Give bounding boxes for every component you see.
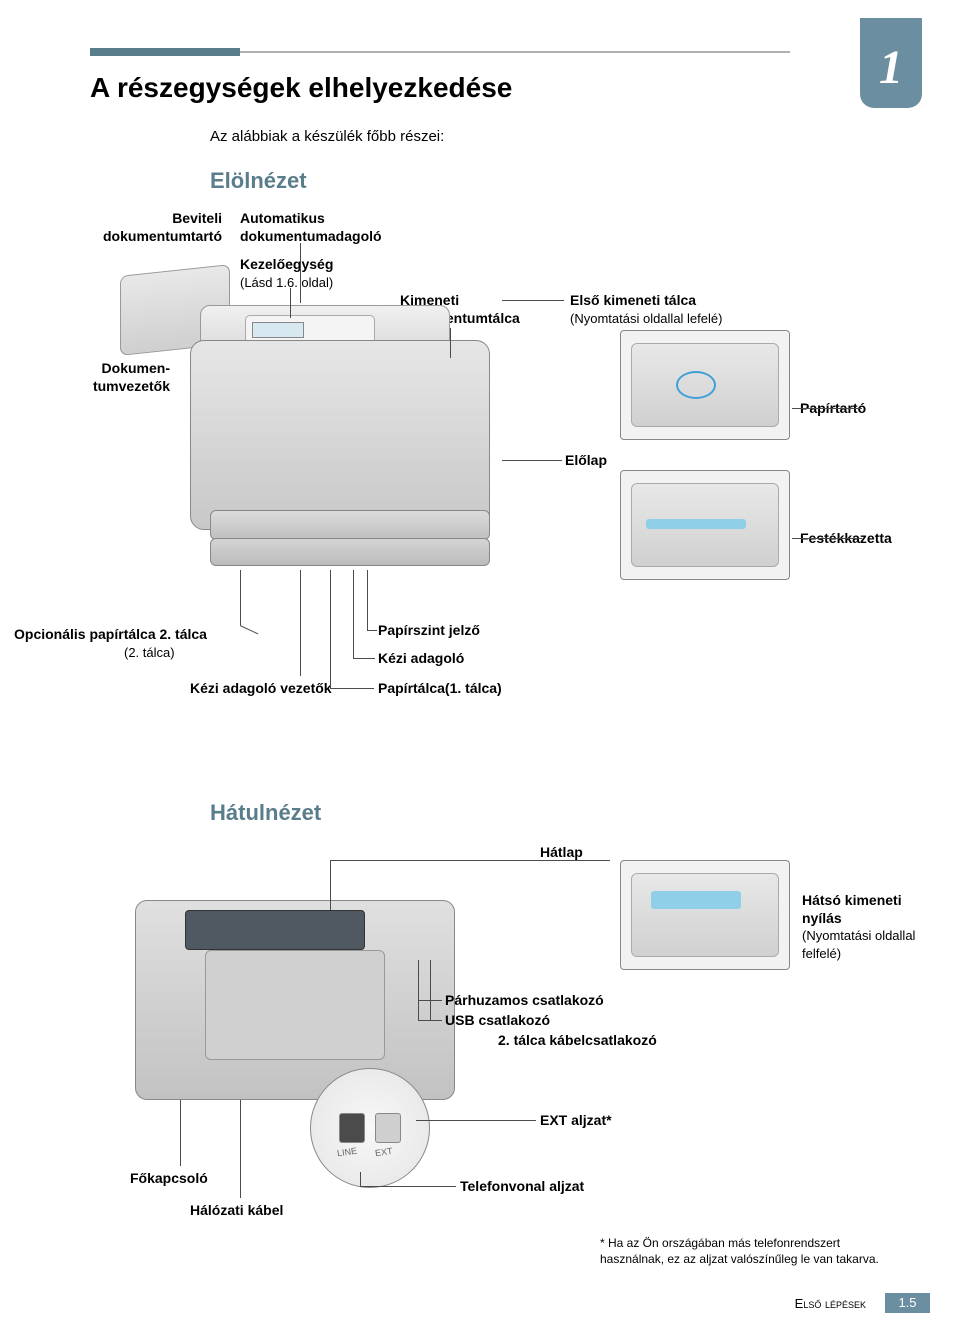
- leader-line: [240, 625, 259, 634]
- chapter-tab: 1: [860, 18, 922, 108]
- label-text: Automatikus dokumentumadagoló: [240, 210, 382, 244]
- section-heading-front: Elölnézet: [210, 168, 307, 194]
- leader-line: [418, 960, 419, 1020]
- line-port-shape: [339, 1113, 365, 1143]
- header-rule-thin: [240, 51, 790, 53]
- leader-line: [240, 570, 241, 625]
- leader-line: [330, 688, 374, 689]
- optional-tray-shape: [210, 538, 490, 566]
- leader-line: [330, 860, 610, 861]
- label-rear-cover: Hátlap: [540, 844, 583, 862]
- footer-text: Első lépések: [795, 1296, 866, 1311]
- leader-line: [300, 570, 301, 676]
- footer-page-number: 1.5: [885, 1293, 930, 1313]
- inset-toner: [620, 470, 790, 580]
- inset-rear-output: [620, 860, 790, 970]
- leader-line: [360, 1172, 361, 1186]
- label-rear-output: Hátsó kimeneti nyílás (Nyomtatási oldall…: [802, 892, 932, 962]
- leader-line: [416, 1120, 536, 1121]
- leader-line: [430, 960, 431, 1020]
- leader-line: [792, 408, 862, 409]
- rear-panel-shape: [205, 950, 385, 1060]
- label-text: Kézi adagoló vezetők: [190, 680, 332, 696]
- label-text: USB csatlakozó: [445, 1012, 550, 1028]
- label-text: Párhuzamos csatlakozó: [445, 992, 604, 1008]
- label-text: Beviteli dokumentumtartó: [103, 210, 222, 244]
- label-paper-level: Papírszint jelző: [378, 622, 480, 640]
- leader-line: [360, 1186, 456, 1187]
- leader-line: [367, 570, 368, 630]
- label-text: Előlap: [565, 452, 607, 468]
- leader-line: [353, 658, 375, 659]
- leader-line: [450, 328, 451, 358]
- label-parallel: Párhuzamos csatlakozó: [445, 992, 604, 1010]
- label-sub: (Nyomtatási oldallal lefelé): [570, 311, 722, 326]
- leader-line: [290, 288, 291, 318]
- port-label-line: LINE: [336, 1146, 357, 1159]
- label-paper-tray1: Papírtálca(1. tálca): [378, 680, 502, 698]
- label-text: Hálózati kábel: [190, 1202, 283, 1218]
- leader-line: [502, 300, 564, 301]
- label-text: Papírszint jelző: [378, 622, 480, 638]
- leader-line: [240, 1100, 241, 1198]
- port-detail-circle: LINE EXT: [310, 1068, 430, 1188]
- leader-line: [330, 860, 331, 910]
- page-title: A részegységek elhelyezkedése: [90, 72, 512, 104]
- paper-tray-shape: [210, 510, 490, 540]
- leader-line: [180, 1100, 181, 1166]
- label-power-cord: Hálózati kábel: [190, 1202, 283, 1220]
- inset-paper-support: [620, 330, 790, 440]
- label-power-switch: Főkapcsoló: [130, 1170, 208, 1188]
- rear-open-shape: [185, 910, 365, 950]
- leader-line: [367, 630, 377, 631]
- leader-line: [792, 538, 862, 539]
- label-text: Hátsó kimeneti nyílás: [802, 892, 902, 926]
- label-marker: *: [606, 1112, 611, 1128]
- printer-rear-illustration: [95, 870, 495, 1150]
- printer-body-shape: [190, 340, 490, 530]
- leader-line: [353, 570, 354, 658]
- label-manual-feed-guides: Kézi adagoló vezetők: [190, 680, 332, 698]
- label-phone-jack: Telefonvonal aljzat: [460, 1178, 584, 1196]
- leader-line: [418, 1020, 442, 1021]
- leader-line: [330, 570, 331, 688]
- port-label-ext: EXT: [374, 1146, 393, 1158]
- label-optional-tray: Opcionális papírtálca 2. tálca (2. tálca…: [14, 626, 207, 661]
- label-text: EXT aljzat: [540, 1112, 606, 1128]
- label-text: Első kimeneti tálca: [570, 292, 696, 308]
- leader-line: [502, 460, 562, 461]
- leader-line: [300, 243, 301, 303]
- label-front-cover: Előlap: [565, 452, 607, 470]
- label-text: Opcionális papírtálca 2. tálca: [14, 626, 207, 642]
- printer-front-illustration: [120, 260, 520, 550]
- label-text: Hátlap: [540, 844, 583, 860]
- label-sub: (2. tálca): [14, 645, 175, 660]
- label-manual-feeder: Kézi adagoló: [378, 650, 464, 668]
- page-subtitle: Az alábbiak a készülék főbb részei:: [210, 128, 444, 145]
- label-usb: USB csatlakozó: [445, 1012, 550, 1030]
- label-text: Telefonvonal aljzat: [460, 1178, 584, 1194]
- label-tray2-cable: 2. tálca kábelcsatlakozó: [498, 1032, 657, 1050]
- footnote: * Ha az Ön országában más telefonrendsze…: [600, 1236, 900, 1267]
- label-text: Papírtálca(1. tálca): [378, 680, 502, 696]
- label-text: Főkapcsoló: [130, 1170, 208, 1186]
- ext-port-shape: [375, 1113, 401, 1143]
- label-adf: Automatikus dokumentumadagoló: [240, 210, 382, 245]
- label-input-tray: Beviteli dokumentumtartó: [82, 210, 222, 245]
- label-first-output: Első kimeneti tálca (Nyomtatási oldallal…: [570, 292, 722, 327]
- label-sub: (Nyomtatási oldallal felfelé): [802, 928, 915, 961]
- section-heading-rear: Hátulnézet: [210, 800, 321, 826]
- label-text: Kézi adagoló: [378, 650, 464, 666]
- label-ext-jack: EXT aljzat*: [540, 1112, 612, 1130]
- header-rule-thick: [90, 48, 240, 56]
- label-text: 2. tálca kábelcsatlakozó: [498, 1032, 657, 1048]
- footer-chapter-name: Első lépések: [795, 1296, 866, 1311]
